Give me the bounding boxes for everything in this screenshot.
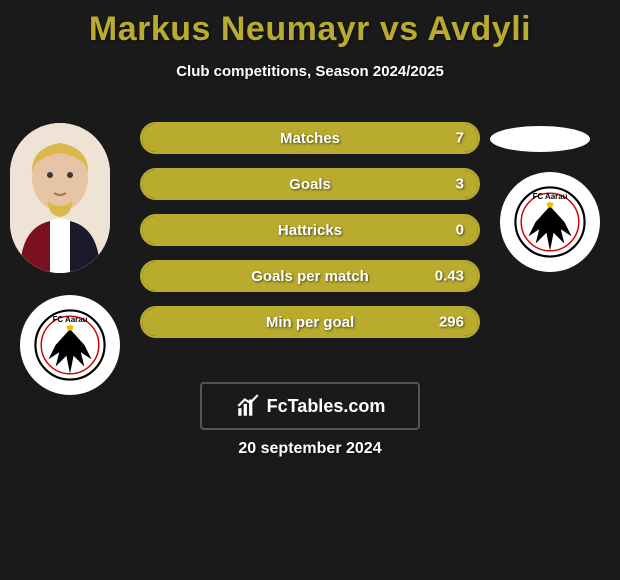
stats-bars: Matches 7 Goals 3 Hattricks 0 Goals per … <box>140 122 480 352</box>
stat-value: 0 <box>456 222 464 239</box>
page-title: Markus Neumayr vs Avdyli <box>0 0 620 49</box>
team-badge-left: FC Aarau <box>20 295 120 395</box>
stat-row: Goals per match 0.43 <box>140 260 480 292</box>
team-badge-right: FC Aarau <box>500 172 600 272</box>
stat-row: Min per goal 296 <box>140 306 480 338</box>
chart-icon <box>235 393 261 419</box>
stat-row: Matches 7 <box>140 122 480 154</box>
stat-label: Goals <box>289 176 331 193</box>
stat-label: Goals per match <box>251 268 369 285</box>
stat-label: Matches <box>280 130 340 147</box>
stat-value: 3 <box>456 176 464 193</box>
stat-value: 296 <box>439 314 464 331</box>
stat-row: Hattricks 0 <box>140 214 480 246</box>
svg-text:FC Aarau: FC Aarau <box>53 315 88 324</box>
stat-value: 7 <box>456 130 464 147</box>
subtitle: Club competitions, Season 2024/2025 <box>0 63 620 80</box>
stat-value: 0.43 <box>435 268 464 285</box>
player-photo-left <box>10 123 110 273</box>
player-photo-right-placeholder <box>490 126 590 152</box>
date-text: 20 september 2024 <box>0 440 620 458</box>
svg-text:FC Aarau: FC Aarau <box>533 192 568 201</box>
stat-label: Min per goal <box>266 314 354 331</box>
brand-logo-box: FcTables.com <box>200 382 420 430</box>
stat-row: Goals 3 <box>140 168 480 200</box>
stat-label: Hattricks <box>278 222 342 239</box>
brand-text: FcTables.com <box>267 396 386 417</box>
